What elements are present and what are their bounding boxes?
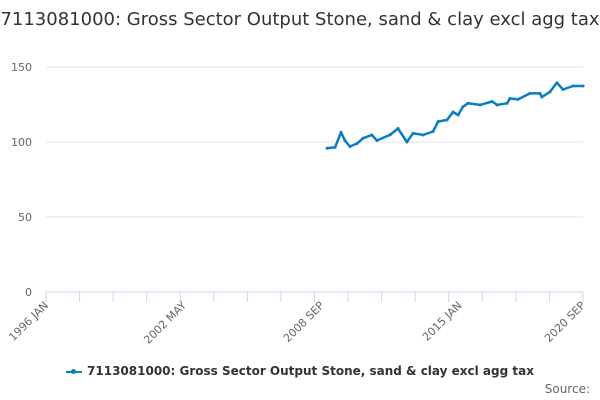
data-point: [375, 139, 379, 142]
data-point: [445, 118, 449, 122]
x-tick-label: 1996 JAN: [6, 299, 51, 344]
y-tick-label: 150: [11, 61, 32, 74]
data-point: [540, 95, 544, 99]
data-point: [348, 145, 352, 148]
data-point: [388, 133, 392, 137]
data-point: [421, 133, 425, 137]
data-point: [581, 84, 585, 88]
data-point: [431, 130, 435, 133]
data-point: [466, 101, 470, 105]
data-point: [325, 146, 329, 150]
data-point: [561, 88, 565, 91]
data-point: [548, 90, 552, 94]
data-point: [516, 97, 520, 101]
data-point: [451, 110, 455, 114]
data-point: [505, 101, 509, 105]
y-tick-label: 100: [11, 136, 32, 149]
legend-item[interactable]: 7113081000: Gross Sector Output Stone, s…: [0, 364, 600, 378]
data-point: [411, 131, 415, 135]
data-point: [478, 103, 482, 107]
data-point: [355, 142, 359, 145]
x-tick-label: 2002 MAY: [141, 299, 189, 347]
data-point: [528, 91, 532, 95]
legend-swatch-icon: [66, 368, 83, 374]
x-tick-label: 2020 SEP: [542, 299, 588, 345]
y-tick-label: 50: [18, 211, 32, 224]
data-point: [405, 140, 409, 144]
chart-title: 7113081000: Gross Sector Output Stone, s…: [0, 9, 600, 30]
data-point: [333, 145, 337, 149]
data-point: [508, 97, 512, 100]
x-tick-label: 2008 SEP: [281, 299, 327, 345]
data-point: [555, 81, 559, 85]
data-point: [490, 100, 494, 103]
data-point: [343, 139, 347, 142]
series-line: [326, 81, 584, 150]
data-point: [456, 113, 460, 117]
data-point: [461, 105, 465, 109]
data-point: [396, 127, 400, 130]
legend-label: 7113081000: Gross Sector Output Stone, s…: [87, 364, 534, 378]
y-tick-label: 0: [25, 286, 32, 299]
data-point: [495, 103, 499, 107]
data-point: [571, 84, 575, 88]
data-point: [538, 91, 542, 95]
data-point: [436, 120, 440, 124]
x-tick-label: 2015 JAN: [420, 299, 465, 344]
data-point: [370, 133, 374, 137]
data-point: [339, 130, 343, 134]
data-point: [361, 136, 365, 140]
source-label: Source:: [544, 382, 590, 396]
